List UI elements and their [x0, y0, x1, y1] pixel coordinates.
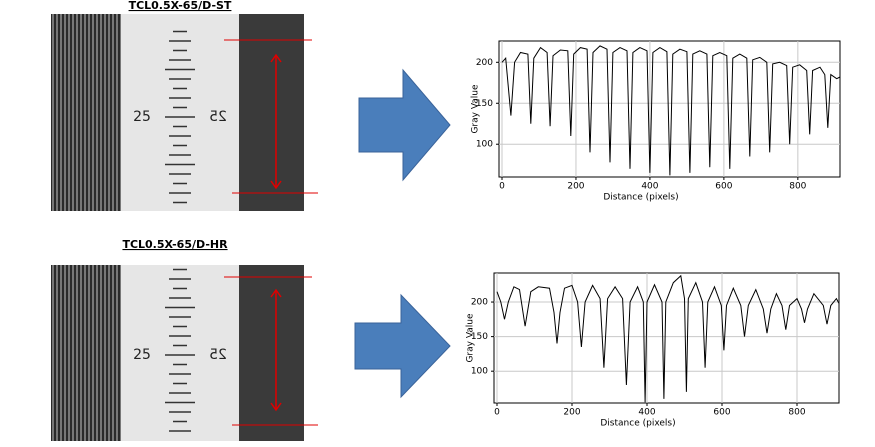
scale-label: 25 [133, 109, 151, 125]
panel-title: TCL0.5X-65/D-ST [129, 0, 232, 12]
y-tick-label: 200 [476, 58, 493, 68]
red-arrowhead [270, 53, 282, 190]
photo-stripes [51, 14, 121, 211]
scale-label: 25 [133, 347, 151, 363]
x-tick-label: 400 [638, 408, 655, 418]
x-tick-label: 200 [567, 182, 584, 192]
scale-label: 25 [209, 109, 227, 125]
x-axis-label: Distance (pixels) [600, 419, 675, 429]
x-tick-label: 0 [494, 408, 500, 418]
panel-title: TCL0.5X-65/D-HR [122, 238, 228, 251]
red-arrowhead [270, 288, 282, 412]
profile-line [496, 274, 840, 403]
x-tick-label: 400 [641, 182, 658, 192]
arrow [354, 293, 451, 399]
y-tick-label: 150 [471, 332, 488, 342]
photo-stripes [51, 265, 121, 441]
x-tick-label: 200 [563, 408, 580, 418]
y-tick-label: 200 [471, 298, 488, 308]
x-tick-label: 600 [715, 182, 732, 192]
x-tick-label: 600 [713, 408, 730, 418]
scale-label: 25 [209, 347, 227, 363]
photo-scale [121, 14, 239, 211]
x-tick-label: 0 [499, 182, 505, 192]
y-tick-label: 150 [476, 99, 493, 109]
photo-dark [239, 265, 304, 441]
arrow [358, 68, 451, 182]
x-tick-label: 800 [788, 408, 805, 418]
y-tick-label: 100 [471, 367, 488, 377]
x-tick-label: 800 [789, 182, 806, 192]
y-axis-label: Gray Value [471, 84, 481, 134]
y-axis-label: Gray Value [466, 313, 476, 363]
y-tick-label: 100 [476, 140, 493, 150]
x-axis-label: Distance (pixels) [603, 193, 678, 203]
profile-line [501, 45, 841, 176]
plot-area [493, 272, 840, 404]
photo-dark [239, 14, 304, 211]
